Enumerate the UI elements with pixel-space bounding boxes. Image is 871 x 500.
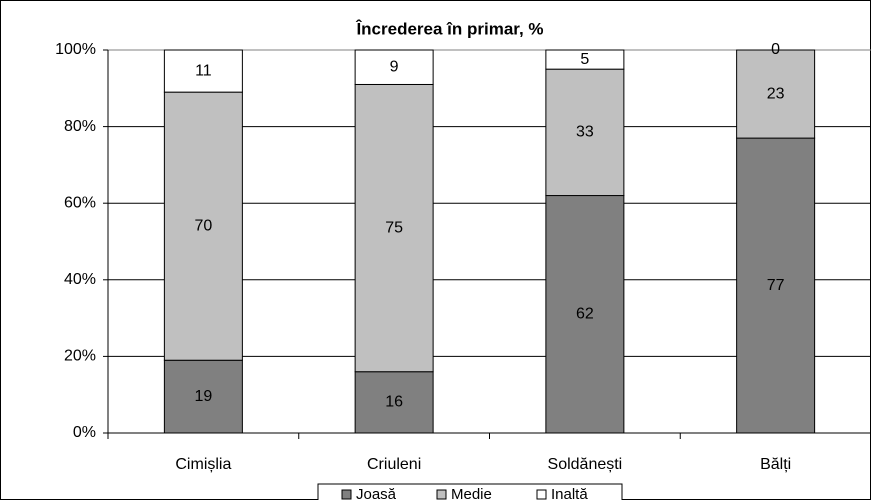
legend-swatch	[341, 489, 352, 500]
data-label: 70	[194, 217, 212, 234]
bar-segment	[736, 137, 816, 434]
bar-segment	[545, 49, 625, 70]
bar-segment	[163, 91, 243, 361]
bar-segment	[354, 83, 434, 373]
data-label: 19	[194, 388, 212, 405]
bar-segment	[354, 49, 434, 85]
legend-label: Medie	[451, 486, 492, 500]
bar-segment	[736, 49, 816, 139]
data-label: 33	[576, 124, 594, 141]
bar-segment	[545, 68, 625, 197]
x-tick-label: Bălți	[760, 456, 791, 473]
legend-swatch	[536, 489, 547, 500]
data-label: 75	[385, 219, 403, 236]
x-tick-label: Cimișlia	[175, 456, 231, 473]
bar-segment	[163, 359, 243, 434]
y-tick-label: 80%	[64, 118, 96, 135]
legend-swatch	[436, 489, 447, 500]
y-tick-label: 40%	[64, 271, 96, 288]
data-label: 9	[390, 58, 399, 75]
data-label: 5	[580, 51, 589, 68]
data-label: 62	[576, 305, 594, 322]
bar-segment	[545, 195, 625, 434]
data-label: 0	[771, 41, 780, 58]
data-label: 16	[385, 394, 403, 411]
data-label: 77	[767, 277, 785, 294]
data-label: 23	[767, 85, 785, 102]
chart-title: Încrederea în primar, %	[355, 19, 543, 38]
legend-label: Inaltă	[551, 486, 588, 500]
x-tick-label: Criuleni	[367, 456, 421, 473]
legend-label: Joasă	[356, 486, 397, 500]
y-tick-label: 60%	[64, 194, 96, 211]
y-tick-label: 0%	[73, 424, 96, 441]
bar-segment	[163, 49, 243, 93]
data-label: 11	[195, 62, 212, 79]
x-tick-label: Soldănești	[548, 456, 623, 473]
bar-segment	[354, 371, 434, 434]
y-tick-label: 20%	[64, 348, 96, 365]
y-tick-label: 100%	[55, 41, 96, 58]
